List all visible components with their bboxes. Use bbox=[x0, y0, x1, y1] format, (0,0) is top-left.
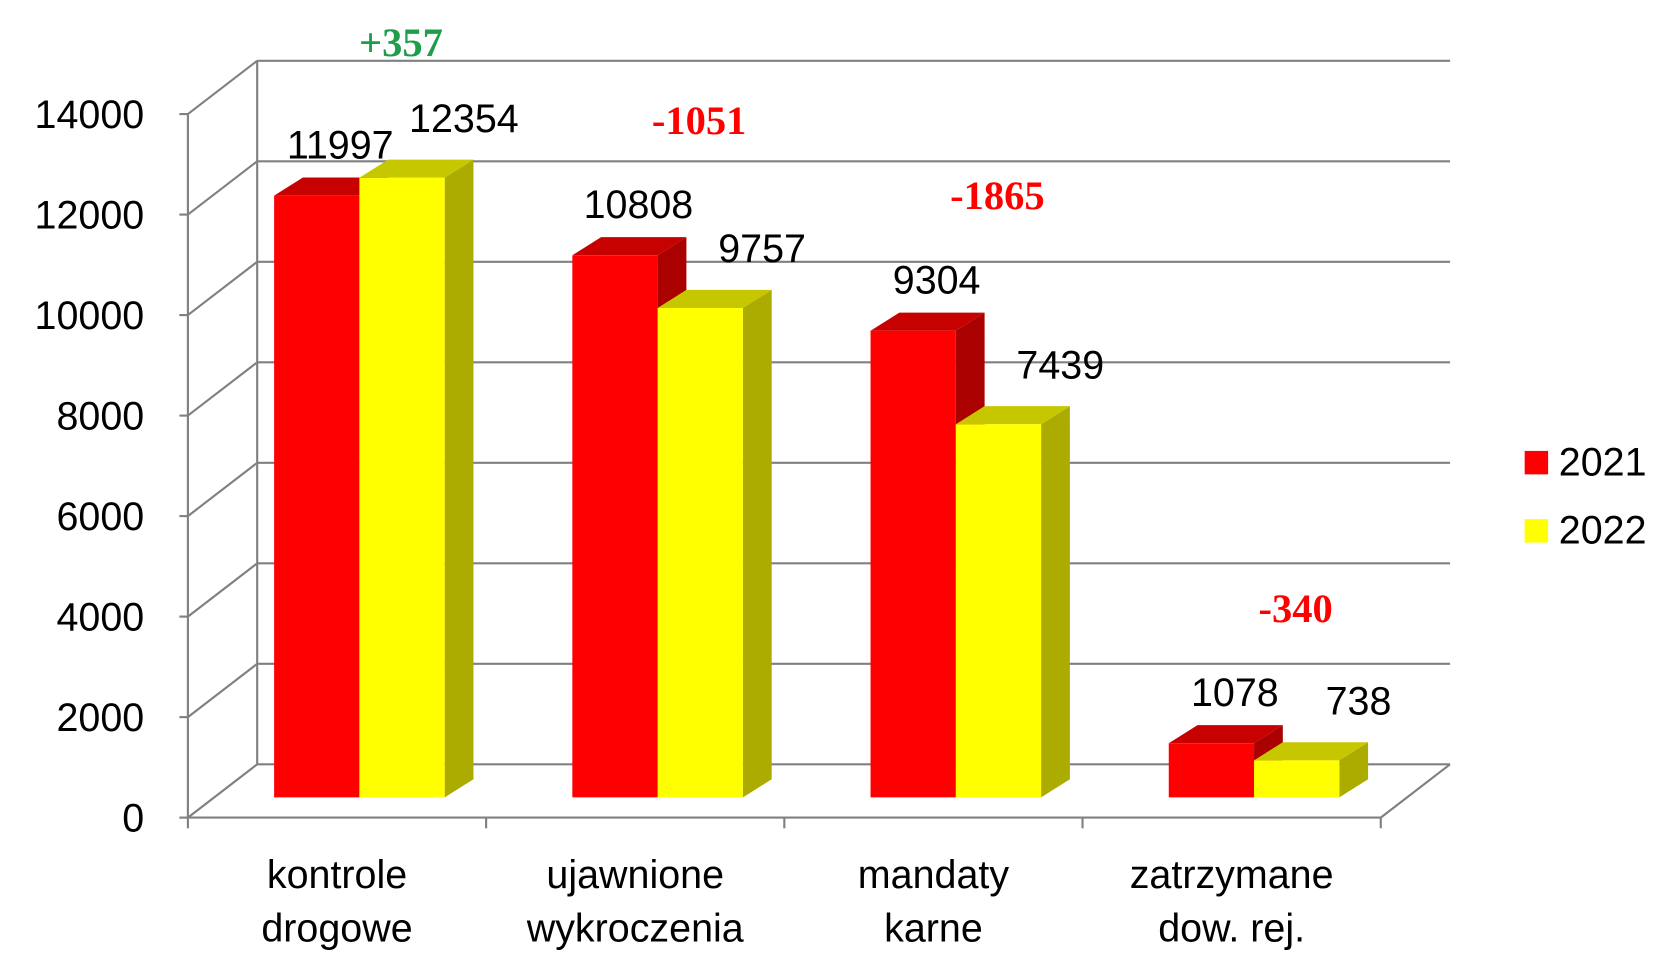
annotation: -340 bbox=[1258, 586, 1332, 631]
bar-front bbox=[359, 177, 445, 798]
annotation: +357 bbox=[359, 20, 443, 65]
bar-front bbox=[657, 308, 743, 798]
annotation: -1051 bbox=[652, 98, 747, 143]
bar-front bbox=[1168, 743, 1255, 798]
bar-top bbox=[870, 312, 985, 331]
data-label: 10808 bbox=[584, 183, 694, 227]
bar-side bbox=[1339, 742, 1369, 798]
x-tick-label: zatrzymane dow. rej. bbox=[1130, 853, 1334, 950]
legend-label: 2022 bbox=[1559, 509, 1647, 553]
data-label: 11997 bbox=[287, 123, 394, 167]
bar-side bbox=[1041, 406, 1070, 798]
x-tick-label-line: mandaty bbox=[858, 853, 1010, 897]
grid-diagonal bbox=[187, 361, 258, 417]
x-tick-label-line: wykroczenia bbox=[526, 906, 744, 950]
grid-diagonal bbox=[187, 763, 258, 819]
bar bbox=[955, 406, 1070, 798]
bar-side bbox=[444, 159, 474, 798]
bar-top bbox=[1254, 742, 1369, 761]
bar-top bbox=[1168, 725, 1283, 744]
grid-diagonal bbox=[187, 160, 258, 216]
x-tick-label-line: dow. rej. bbox=[1158, 906, 1305, 950]
bar bbox=[359, 159, 474, 798]
floor-right bbox=[1380, 763, 1451, 819]
data-label: 9304 bbox=[893, 258, 981, 302]
grid-diagonal bbox=[187, 662, 258, 718]
grid-diagonal bbox=[187, 461, 258, 517]
x-tick-label: mandaty karne bbox=[858, 853, 1010, 950]
x-tick-label-line: drogowe bbox=[261, 906, 412, 950]
y-tick-label: 2000 bbox=[56, 696, 144, 740]
x-tick-label-line: karne bbox=[884, 906, 983, 950]
x-tick-label-line: zatrzymane bbox=[1130, 853, 1334, 897]
y-tick-label: 12000 bbox=[35, 193, 145, 237]
grid-diagonal bbox=[187, 59, 258, 115]
y-tick-label: 0 bbox=[122, 796, 144, 840]
data-label: 7439 bbox=[1016, 343, 1104, 387]
x-tick-label: ujawnione wykroczenia bbox=[526, 853, 744, 950]
data-label: 12354 bbox=[409, 97, 519, 141]
grid-diagonal bbox=[187, 260, 258, 316]
data-label: 1078 bbox=[1191, 671, 1279, 715]
x-tick-label: kontrole drogowe bbox=[261, 853, 412, 950]
x-tick-label-line: kontrole bbox=[267, 853, 407, 897]
y-tick-label: 8000 bbox=[56, 394, 144, 438]
x-tick-label-line: ujawnione bbox=[546, 853, 724, 897]
bar-front bbox=[274, 195, 360, 798]
grid-diagonal bbox=[187, 562, 258, 618]
bar-front bbox=[870, 330, 956, 798]
bar-top bbox=[955, 406, 1070, 425]
annotation: -1865 bbox=[950, 173, 1045, 218]
legend-label: 2021 bbox=[1559, 440, 1647, 484]
y-tick-label: 14000 bbox=[35, 93, 145, 137]
legend-swatch bbox=[1524, 450, 1549, 475]
legend-swatch bbox=[1524, 519, 1549, 543]
y-tick-label: 10000 bbox=[35, 294, 145, 338]
data-label: 738 bbox=[1326, 680, 1392, 724]
bar bbox=[1254, 742, 1369, 798]
data-label: 9757 bbox=[718, 227, 806, 271]
bar-top bbox=[359, 159, 474, 178]
y-tick-label: 4000 bbox=[56, 595, 144, 639]
bar-front bbox=[955, 424, 1042, 798]
bar-top bbox=[572, 237, 687, 256]
bar-side bbox=[742, 289, 772, 798]
bar-top bbox=[657, 289, 772, 309]
y-tick-label: 6000 bbox=[56, 495, 144, 539]
bar-front bbox=[1254, 760, 1340, 798]
bar-front bbox=[572, 255, 658, 798]
bar bbox=[657, 289, 772, 798]
